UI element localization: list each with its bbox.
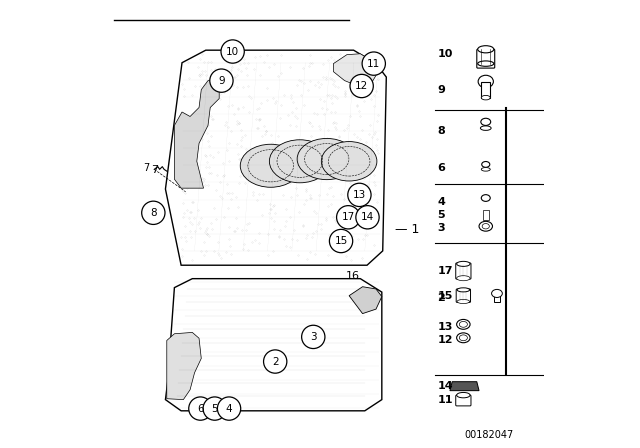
Ellipse shape: [481, 126, 491, 130]
Text: 11: 11: [367, 59, 380, 69]
Ellipse shape: [481, 95, 490, 100]
Circle shape: [221, 40, 244, 63]
Text: 00182047: 00182047: [465, 430, 514, 440]
Text: 2: 2: [437, 293, 445, 303]
Text: 4: 4: [437, 198, 445, 207]
Text: 9: 9: [218, 76, 225, 86]
Circle shape: [264, 350, 287, 373]
Polygon shape: [333, 54, 378, 86]
Circle shape: [350, 74, 373, 98]
Text: 5: 5: [211, 404, 218, 414]
FancyBboxPatch shape: [456, 289, 470, 302]
Polygon shape: [165, 50, 387, 265]
Ellipse shape: [477, 61, 494, 66]
Ellipse shape: [481, 194, 490, 202]
FancyBboxPatch shape: [477, 49, 495, 68]
FancyBboxPatch shape: [483, 210, 489, 220]
FancyBboxPatch shape: [456, 395, 471, 406]
Text: 15: 15: [437, 291, 452, 301]
Polygon shape: [165, 279, 382, 411]
Text: 7: 7: [143, 163, 150, 173]
Ellipse shape: [460, 335, 467, 341]
Text: 6: 6: [437, 163, 445, 173]
Text: 12: 12: [437, 336, 453, 345]
Text: 10: 10: [226, 47, 239, 56]
Ellipse shape: [456, 319, 470, 329]
Circle shape: [189, 397, 212, 420]
Ellipse shape: [269, 140, 330, 183]
Text: 17: 17: [437, 266, 453, 276]
FancyBboxPatch shape: [494, 293, 500, 302]
Ellipse shape: [460, 322, 467, 327]
Ellipse shape: [321, 142, 377, 181]
Ellipse shape: [456, 333, 470, 343]
Ellipse shape: [492, 289, 502, 297]
Text: 5: 5: [437, 210, 445, 220]
Text: 17: 17: [342, 212, 355, 222]
Circle shape: [203, 397, 227, 420]
Text: 9: 9: [437, 85, 445, 95]
Circle shape: [356, 206, 379, 229]
Text: 13: 13: [353, 190, 366, 200]
Text: 16: 16: [346, 271, 360, 281]
Text: 11: 11: [437, 395, 453, 405]
Ellipse shape: [482, 162, 490, 167]
Text: 8: 8: [437, 126, 445, 136]
Ellipse shape: [297, 138, 356, 180]
Text: 7: 7: [150, 165, 158, 175]
Ellipse shape: [457, 299, 470, 304]
Text: 8: 8: [150, 208, 157, 218]
Polygon shape: [349, 287, 382, 314]
FancyBboxPatch shape: [481, 82, 490, 98]
Ellipse shape: [478, 75, 493, 88]
Ellipse shape: [482, 224, 490, 229]
Ellipse shape: [481, 168, 490, 171]
Ellipse shape: [479, 221, 493, 231]
Text: 12: 12: [355, 81, 368, 91]
Circle shape: [337, 206, 360, 229]
Text: 15: 15: [335, 236, 348, 246]
FancyBboxPatch shape: [456, 263, 471, 279]
Polygon shape: [174, 81, 220, 188]
Circle shape: [218, 397, 241, 420]
Circle shape: [362, 52, 385, 75]
Text: 10: 10: [437, 49, 452, 59]
Text: 3: 3: [310, 332, 317, 342]
Circle shape: [348, 183, 371, 207]
Text: 2: 2: [272, 357, 278, 366]
Polygon shape: [450, 382, 479, 391]
Polygon shape: [167, 332, 202, 400]
Text: 3: 3: [437, 224, 445, 233]
Text: 4: 4: [226, 404, 232, 414]
Text: — 1: — 1: [395, 223, 420, 236]
Text: 14: 14: [437, 381, 453, 391]
Ellipse shape: [456, 392, 470, 398]
Ellipse shape: [481, 118, 491, 125]
Text: 6: 6: [197, 404, 204, 414]
Ellipse shape: [477, 46, 494, 53]
Text: 13: 13: [437, 322, 452, 332]
Ellipse shape: [456, 261, 470, 267]
Circle shape: [210, 69, 233, 92]
Circle shape: [301, 325, 325, 349]
Ellipse shape: [457, 288, 470, 292]
Text: 14: 14: [361, 212, 374, 222]
Ellipse shape: [456, 276, 470, 281]
Circle shape: [141, 201, 165, 224]
Ellipse shape: [240, 144, 301, 187]
Circle shape: [330, 229, 353, 253]
